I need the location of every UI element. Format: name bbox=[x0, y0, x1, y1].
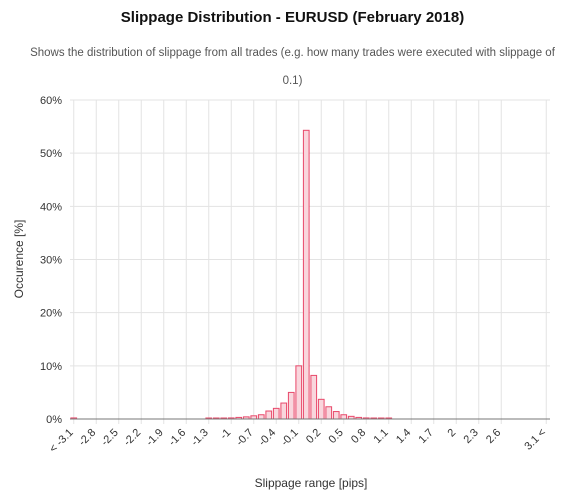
x-tick-label: -0.1 bbox=[279, 427, 301, 449]
y-tick-label: 30% bbox=[40, 255, 62, 267]
grid-lines bbox=[70, 99, 550, 424]
x-tick-label: -1 bbox=[218, 427, 233, 442]
x-tick-label: 2 bbox=[446, 427, 459, 440]
y-tick-label: 40% bbox=[40, 201, 62, 213]
bar[interactable] bbox=[295, 365, 303, 420]
x-tick-label: -2.5 bbox=[99, 427, 121, 449]
x-tick-label: -2.8 bbox=[76, 427, 98, 449]
chart-title: Slippage Distribution - EURUSD (February… bbox=[120, 9, 465, 26]
bar[interactable] bbox=[310, 374, 318, 420]
bar[interactable] bbox=[340, 414, 348, 420]
y-tick-label: 60% bbox=[40, 95, 62, 107]
bar[interactable] bbox=[272, 407, 280, 420]
x-tick-labels: < -3.1 -2.8 -2.5 -2.2 -1.9 -1.6 -1.3 -1 -0.7 -0.4… bbox=[47, 427, 548, 456]
x-tick-label: 0.8 bbox=[349, 427, 368, 446]
bar[interactable] bbox=[287, 391, 295, 420]
bar[interactable] bbox=[325, 406, 333, 420]
x-tick-label: -0.4 bbox=[256, 427, 278, 449]
x-tick-label: < -3.1 bbox=[47, 427, 76, 456]
x-tick-label: 1.4 bbox=[394, 427, 413, 446]
x-tick-label: 2.6 bbox=[484, 427, 503, 446]
bar[interactable] bbox=[317, 398, 325, 420]
x-tick-label: 1.7 bbox=[417, 427, 436, 446]
y-tick-label: 0% bbox=[46, 414, 62, 426]
bar[interactable] bbox=[280, 402, 288, 420]
x-tick-label: 0.5 bbox=[327, 427, 346, 446]
y-tick-labels: 0% 10% 20% 30% 40% 50% 60% bbox=[40, 95, 62, 426]
bar[interactable] bbox=[332, 411, 340, 420]
x-tick-label: 2.3 bbox=[462, 427, 481, 446]
x-tick-label: -2.2 bbox=[121, 427, 143, 449]
x-tick-label: 0.2 bbox=[304, 427, 323, 446]
x-tick-label: -1.3 bbox=[189, 427, 211, 449]
y-tick-label: 10% bbox=[40, 361, 62, 373]
y-tick-label: 20% bbox=[40, 308, 62, 320]
bar[interactable] bbox=[257, 414, 265, 420]
bar[interactable] bbox=[265, 410, 273, 420]
bar[interactable] bbox=[302, 129, 310, 420]
y-axis-title: Occurence [%] bbox=[12, 220, 26, 299]
y-tick-label: 50% bbox=[40, 148, 62, 160]
x-tick-label: -1.9 bbox=[144, 427, 166, 449]
x-axis-title: Slippage range [pips] bbox=[255, 476, 368, 490]
chart-subtitle: Shows the distribution of slippage from … bbox=[30, 47, 555, 87]
x-tick-label: -0.7 bbox=[234, 427, 256, 449]
x-tick-label: 1.1 bbox=[372, 427, 391, 446]
x-tick-label: 3.1 < bbox=[522, 427, 548, 453]
x-tick-label: -1.6 bbox=[166, 427, 188, 449]
